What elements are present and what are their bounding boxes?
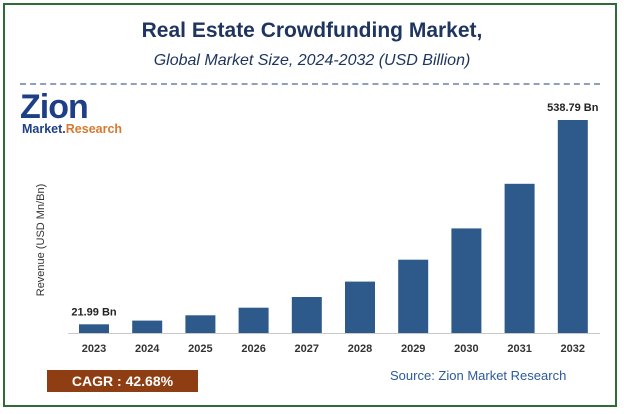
x-tick-label: 2026 — [241, 343, 265, 355]
x-tick-label: 2025 — [188, 343, 212, 355]
chart-subtitle: Global Market Size, 2024-2032 (USD Billi… — [153, 52, 471, 69]
x-tick-label: 2032 — [561, 343, 585, 355]
bar-2023 — [79, 324, 109, 333]
bar-2031 — [504, 183, 535, 333]
x-tick-label: 2028 — [348, 343, 372, 355]
bar-2029 — [398, 259, 429, 333]
logo-sub-text: Market.Research — [22, 122, 122, 136]
x-tick-label: 2030 — [454, 343, 478, 355]
x-tick-label: 2024 — [135, 343, 160, 355]
bar-2027 — [291, 297, 322, 333]
bar-2026 — [238, 307, 269, 333]
x-tick-label: 2027 — [295, 343, 319, 355]
dashed-divider — [20, 83, 600, 85]
x-tick-label: 2023 — [82, 343, 106, 355]
logo-main-text: Zion — [20, 88, 89, 126]
logo-sub-a: Market. — [22, 122, 66, 136]
x-tick-label: 2031 — [507, 343, 531, 355]
data-label: 21.99 Bn — [71, 306, 117, 318]
source-text: Source: Zion Market Research — [390, 368, 567, 383]
bar-2032 — [557, 120, 588, 333]
data-label: 538.79 Bn — [547, 102, 599, 114]
x-tick-label: 2029 — [401, 343, 425, 355]
logo-sub-b: Research — [65, 122, 123, 136]
chart-title: Real Estate Crowdfunding Market, — [141, 19, 483, 42]
bar-2028 — [345, 281, 375, 333]
bar-2025 — [185, 315, 216, 333]
bar-2030 — [451, 228, 482, 333]
bar-2024 — [132, 320, 163, 333]
zion-logo: Zion Market.Research — [20, 88, 125, 140]
cagr-badge: CAGR : 42.68% — [47, 370, 198, 392]
